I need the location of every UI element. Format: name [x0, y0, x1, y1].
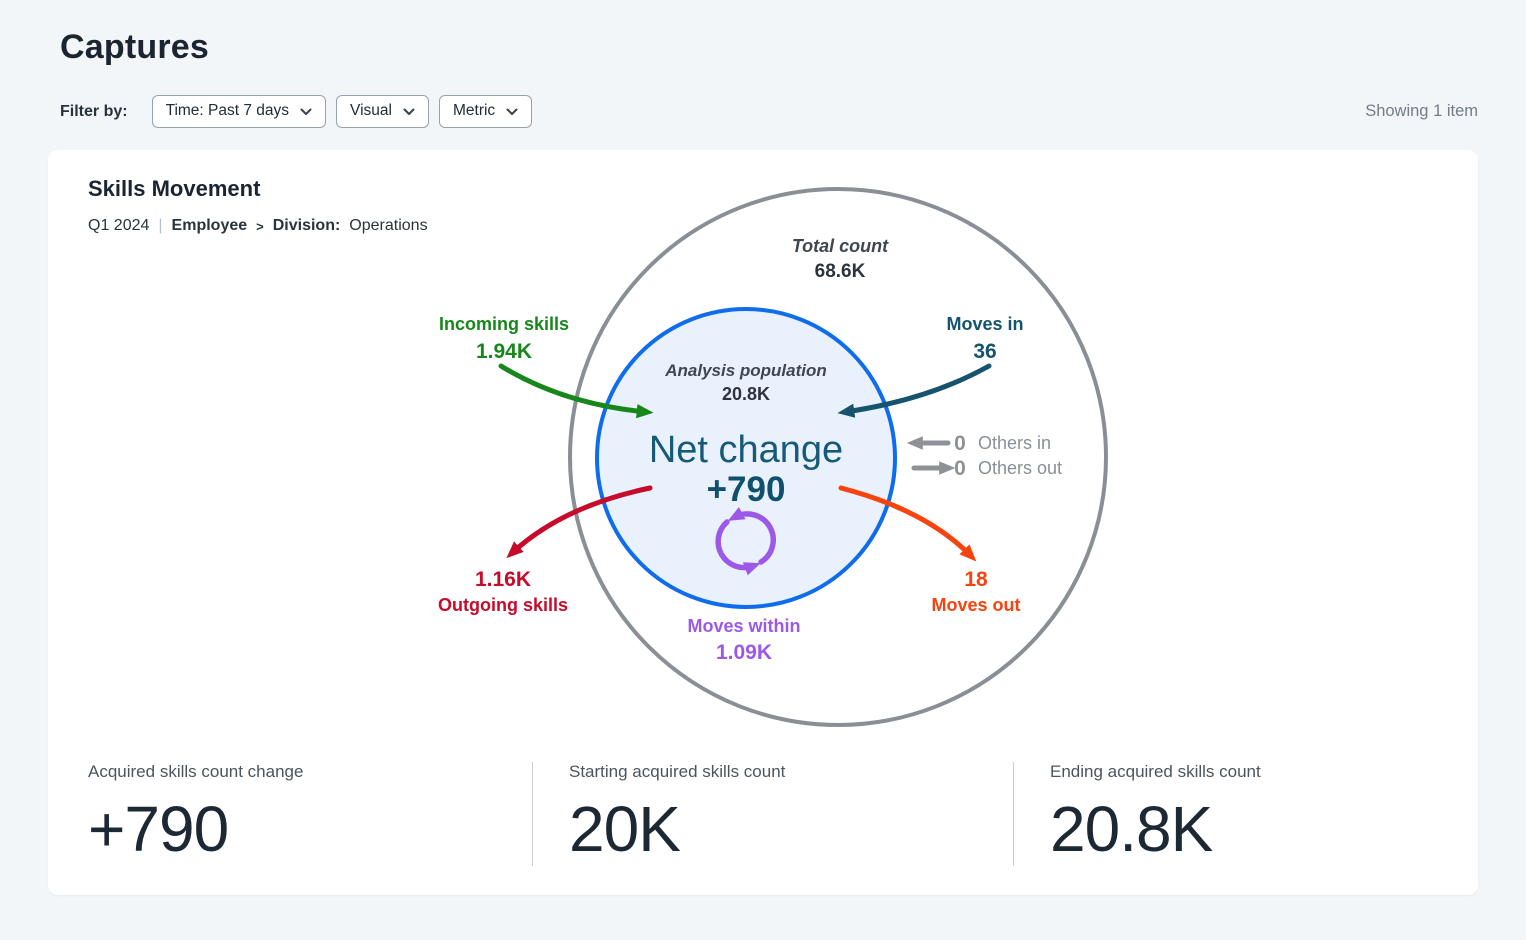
stat-starting-count: Starting acquired skills count 20K	[532, 762, 1013, 866]
filter-bar: Filter by: Time: Past 7 days Visual Metr…	[60, 95, 1478, 128]
stat-label: Starting acquired skills count	[569, 762, 786, 781]
incoming-skills-arrow	[498, 363, 654, 419]
stat-value: 20K	[569, 793, 681, 865]
moves-in-value: 36	[973, 340, 996, 363]
outgoing-skills-arrow	[506, 485, 653, 559]
filter-by-label: Filter by:	[60, 102, 128, 120]
moves-within-label: Moves within	[687, 616, 800, 636]
breadcrumb-arrow-icon: >	[256, 218, 264, 234]
capture-title: Skills Movement	[88, 176, 261, 201]
chevron-down-icon	[506, 108, 518, 116]
time-filter-label: Time: Past 7 days	[165, 102, 290, 119]
stat-label: Acquired skills count change	[88, 762, 304, 781]
moves-in-arrow	[837, 363, 992, 418]
chevron-down-icon	[403, 108, 415, 116]
time-filter-dropdown[interactable]: Time: Past 7 days	[151, 95, 327, 128]
total-count-circle	[568, 187, 1108, 727]
total-count-value: 68.6K	[815, 261, 866, 282]
moves-in-label: Moves in	[946, 314, 1023, 334]
result-count: Showing 1 item	[1365, 102, 1478, 120]
breadcrumb-separator: |	[158, 217, 163, 234]
summary-stats: Acquired skills count change +790 Starti…	[48, 762, 1478, 866]
others-in-label: Others in	[978, 433, 1051, 453]
visual-filter-label: Visual	[350, 102, 392, 119]
moves-out-label: Moves out	[931, 595, 1020, 615]
capture-card: Skills Movement Q1 2024 | Employee > Div…	[48, 150, 1478, 895]
net-change-value: +790	[707, 470, 786, 509]
visual-filter-dropdown[interactable]: Visual	[336, 95, 429, 128]
analysis-population-circle	[595, 307, 897, 609]
stat-value: 20.8K	[1050, 793, 1213, 865]
stat-acquired-skills-change: Acquired skills count change +790	[88, 762, 532, 866]
others-out-value: 0	[954, 457, 966, 480]
moves-within-value: 1.09K	[716, 641, 772, 664]
chevron-down-icon	[300, 108, 312, 116]
breadcrumb-population: Employee	[171, 217, 248, 234]
breadcrumb-dimension-label: Division:	[272, 217, 341, 234]
stat-ending-count: Ending acquired skills count 20.8K	[1013, 762, 1457, 866]
captures-page: Captures Filter by: Time: Past 7 days Vi…	[48, 28, 1478, 895]
stat-label: Ending acquired skills count	[1050, 762, 1261, 781]
moves-out-arrow	[838, 485, 977, 562]
total-count-label: Total count	[792, 236, 889, 256]
breadcrumb: Q1 2024 | Employee > Division: Operation…	[88, 217, 428, 235]
moves-out-value: 18	[964, 568, 988, 591]
breadcrumb-period: Q1 2024	[88, 217, 150, 234]
outgoing-skills-value: 1.16K	[475, 568, 531, 591]
outgoing-skills-label: Outgoing skills	[438, 595, 568, 615]
breadcrumb-dimension-value: Operations	[349, 217, 428, 234]
cycle-refresh-icon	[715, 507, 776, 576]
others-out-label: Others out	[978, 458, 1062, 478]
metric-filter-dropdown[interactable]: Metric	[438, 95, 533, 128]
metric-filter-label: Metric	[452, 102, 496, 119]
others-in-value: 0	[954, 432, 966, 455]
analysis-population-label: Analysis population	[664, 361, 827, 380]
analysis-population-value: 20.8K	[722, 384, 770, 404]
skills-movement-diagram: Total count 68.6K Analysis population 20…	[438, 187, 1108, 727]
net-change-label: Net change	[649, 429, 843, 471]
incoming-skills-label: Incoming skills	[439, 314, 569, 334]
incoming-skills-value: 1.94K	[476, 340, 532, 363]
page-title: Captures	[60, 28, 209, 66]
stat-value: +790	[88, 793, 229, 865]
